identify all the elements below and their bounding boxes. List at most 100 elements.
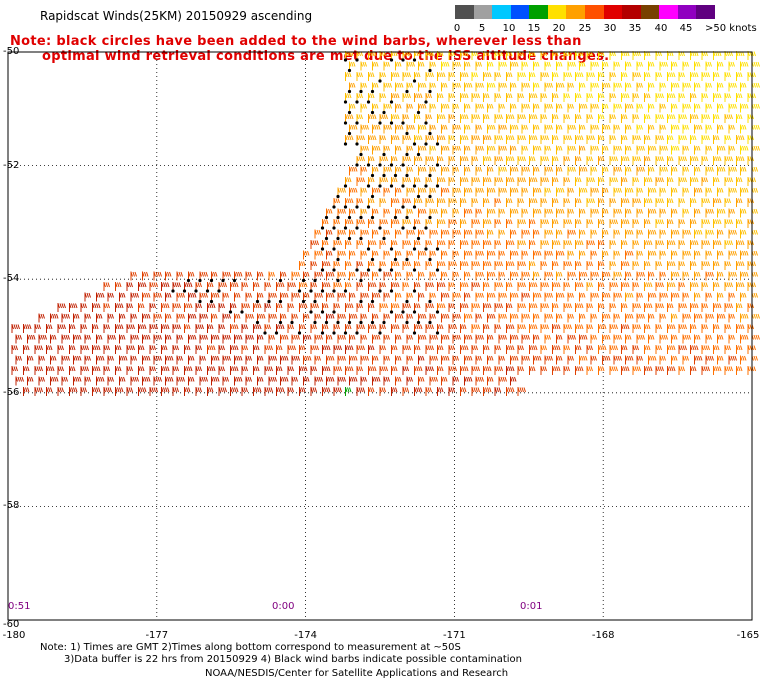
wind-barb — [556, 313, 563, 323]
wind-barb — [355, 156, 365, 167]
wind-barb — [428, 292, 436, 304]
wind-barb — [360, 376, 367, 386]
wind-barb — [416, 313, 427, 325]
wind-barb — [11, 366, 18, 375]
wind-barb — [506, 198, 513, 207]
flag-circle — [359, 236, 363, 241]
wind-barb — [161, 282, 170, 291]
wind-barb — [694, 292, 701, 302]
wind-barb — [613, 208, 622, 218]
flag-circle — [297, 289, 302, 293]
flag-circle — [382, 236, 386, 241]
wind-barb — [142, 355, 151, 365]
wind-barb — [326, 334, 333, 344]
wind-barb — [448, 240, 455, 249]
wind-barb — [366, 156, 375, 167]
wind-barb — [378, 114, 388, 125]
wind-barb — [464, 250, 473, 260]
wind-barb — [540, 219, 549, 228]
wind-barb — [717, 145, 726, 155]
flag-circle — [359, 320, 363, 325]
flag-circle — [347, 131, 352, 136]
flag-circle — [393, 173, 398, 178]
flag-circle — [405, 299, 409, 304]
wind-barb — [678, 114, 687, 123]
wind-barb — [625, 166, 632, 176]
flag-circle — [343, 205, 348, 209]
wind-barb — [602, 61, 609, 71]
wind-barb — [161, 303, 170, 312]
wind-barb — [659, 103, 666, 113]
wind-barb — [211, 355, 220, 365]
wind-barb — [345, 303, 354, 312]
wind-barb — [736, 135, 745, 144]
wind-barb — [747, 198, 754, 207]
wind-barb — [142, 376, 151, 386]
wind-barb — [382, 166, 392, 178]
wind-barb — [287, 366, 294, 375]
wind-barb — [625, 229, 634, 239]
wind-barb — [621, 324, 630, 333]
wind-barb — [395, 124, 404, 134]
wind-barb — [659, 187, 666, 197]
wind-barb — [602, 334, 611, 344]
wind-barb — [130, 292, 139, 302]
wind-barb — [115, 345, 122, 354]
wind-barb — [347, 124, 358, 136]
wind-barb — [717, 124, 724, 134]
wind-barb — [598, 114, 605, 123]
wind-barb — [460, 282, 469, 291]
wind-barb — [460, 93, 469, 102]
wind-barb — [336, 208, 346, 220]
wind-barb — [544, 166, 553, 176]
flag-circle — [274, 331, 279, 335]
flag-circle — [182, 289, 187, 293]
wind-barb — [172, 345, 179, 354]
wind-barb — [401, 51, 411, 62]
wind-barb — [416, 145, 427, 157]
wind-barb — [207, 366, 216, 375]
wind-barb — [682, 208, 689, 218]
wind-barb — [517, 135, 526, 144]
wind-barb — [498, 61, 507, 71]
wind-barb — [471, 51, 478, 60]
wind-barb — [609, 135, 616, 144]
wind-barb — [563, 198, 570, 207]
wind-barb — [222, 292, 229, 302]
flag-circle — [424, 121, 428, 125]
wind-barb — [429, 103, 436, 113]
wind-barb — [701, 114, 710, 123]
wind-barb — [370, 103, 379, 115]
wind-barb — [728, 103, 737, 113]
wind-barb — [694, 334, 701, 344]
wind-barb — [510, 187, 519, 197]
wind-barb — [337, 292, 346, 302]
wind-barb — [575, 345, 582, 354]
wind-barb — [414, 114, 421, 123]
wind-barb — [437, 366, 444, 375]
wind-barb — [590, 166, 597, 176]
wind-barb — [498, 103, 505, 113]
flag-circle — [313, 278, 317, 283]
flag-circle — [412, 289, 417, 293]
wind-barb — [287, 345, 296, 354]
wind-barb — [713, 51, 722, 60]
wind-barb — [27, 376, 34, 386]
wind-barb — [372, 376, 381, 386]
wind-barb — [667, 156, 674, 165]
wind-barb — [713, 72, 720, 81]
wind-barb — [441, 187, 450, 197]
flag-circle — [324, 236, 329, 241]
wind-barb — [464, 271, 471, 281]
wind-barb — [355, 198, 363, 209]
wind-barb — [343, 198, 354, 209]
flag-circle — [336, 278, 340, 283]
wind-barb — [452, 61, 461, 71]
wind-barb — [563, 177, 570, 186]
wind-barb — [464, 61, 471, 71]
wind-barb — [483, 198, 490, 207]
wind-barb — [586, 261, 593, 270]
wind-barb — [460, 51, 469, 60]
wind-barb — [464, 355, 473, 365]
flag-circle — [320, 331, 325, 335]
